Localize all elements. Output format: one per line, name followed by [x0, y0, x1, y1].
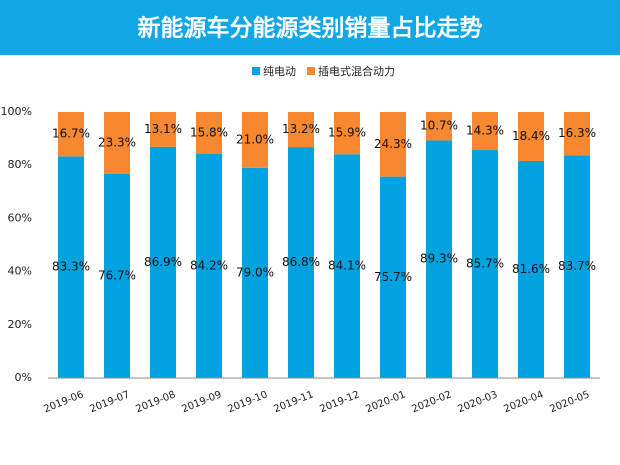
value-label: 16.3% — [558, 126, 596, 140]
value-label: 79.0% — [236, 265, 274, 279]
x-tick-label: 2020-04 — [502, 389, 545, 415]
x-tick-label: 2020-05 — [548, 389, 591, 415]
value-label: 75.7% — [374, 270, 412, 284]
x-tick-label: 2019-11 — [272, 389, 315, 415]
bar-segment — [518, 112, 544, 161]
value-label: 18.4% — [512, 129, 550, 143]
value-label: 13.1% — [144, 122, 182, 136]
bar-segment — [426, 112, 452, 141]
value-label: 84.1% — [328, 259, 366, 273]
x-tick-label: 2019-10 — [226, 389, 269, 415]
bar-segment — [564, 112, 590, 156]
chart-title: 新能源车分能源类别销量占比走势 — [138, 15, 483, 42]
bar-segment — [472, 150, 498, 378]
x-tick-label: 2019-08 — [134, 389, 177, 415]
bar-segment — [518, 160, 544, 378]
value-label: 83.3% — [52, 260, 90, 274]
value-label: 24.3% — [374, 137, 412, 151]
x-tick-label: 2019-12 — [318, 389, 361, 415]
bar-segment — [58, 112, 84, 157]
x-tick-label: 2020-03 — [456, 389, 499, 415]
bar-segment — [334, 154, 360, 378]
legend-swatch — [252, 67, 260, 75]
y-tick-label: 0% — [15, 371, 32, 384]
legend-swatch — [307, 67, 315, 75]
value-label: 83.7% — [558, 259, 596, 273]
value-label: 15.8% — [190, 126, 228, 140]
x-tick-label: 2019-09 — [180, 389, 223, 415]
bar-segment — [196, 112, 222, 155]
bar-segment — [242, 112, 268, 168]
bar-segment — [196, 154, 222, 378]
value-label: 86.9% — [144, 255, 182, 269]
y-tick-label: 80% — [8, 158, 32, 171]
value-label: 85.7% — [466, 257, 504, 271]
bar-segment — [104, 112, 130, 174]
x-tick-label: 2019-07 — [88, 389, 131, 415]
value-label: 84.2% — [190, 259, 228, 273]
y-tick-label: 40% — [8, 265, 32, 278]
legend-label: 纯电动 — [263, 65, 296, 78]
bar-segment — [564, 155, 590, 378]
y-tick-label: 100% — [1, 105, 32, 118]
x-tick-label: 2020-02 — [410, 389, 453, 415]
value-label: 13.2% — [282, 122, 320, 136]
value-label: 14.3% — [466, 124, 504, 138]
value-label: 16.7% — [52, 127, 90, 141]
bar-segment — [288, 147, 314, 378]
value-label: 76.7% — [98, 268, 136, 282]
bar-segment — [472, 112, 498, 151]
value-label: 23.3% — [98, 135, 136, 149]
bar-segment — [334, 112, 360, 155]
bar-segment — [150, 146, 176, 378]
value-label: 86.8% — [282, 255, 320, 269]
y-tick-label: 20% — [8, 318, 32, 331]
value-label: 89.3% — [420, 252, 458, 266]
x-tick-label: 2020-01 — [364, 389, 407, 415]
bar-segment — [380, 112, 406, 177]
bar-segment — [242, 167, 268, 378]
value-label: 81.6% — [512, 262, 550, 276]
bar-segment — [58, 156, 84, 378]
bar-segment — [380, 176, 406, 378]
legend-label: 插电式混合动力 — [318, 64, 395, 78]
value-label: 10.7% — [420, 119, 458, 133]
value-label: 15.9% — [328, 126, 366, 140]
bar-segment — [150, 112, 176, 147]
bar-segment — [426, 140, 452, 378]
legend: 纯电动 插电式混合动力 — [252, 64, 395, 78]
title-banner — [0, 0, 620, 55]
bar-segment — [104, 173, 130, 378]
value-label: 21.0% — [236, 132, 274, 146]
x-tick-label: 2019-06 — [42, 389, 85, 415]
bar-segment — [288, 112, 314, 148]
y-tick-label: 60% — [8, 211, 32, 224]
